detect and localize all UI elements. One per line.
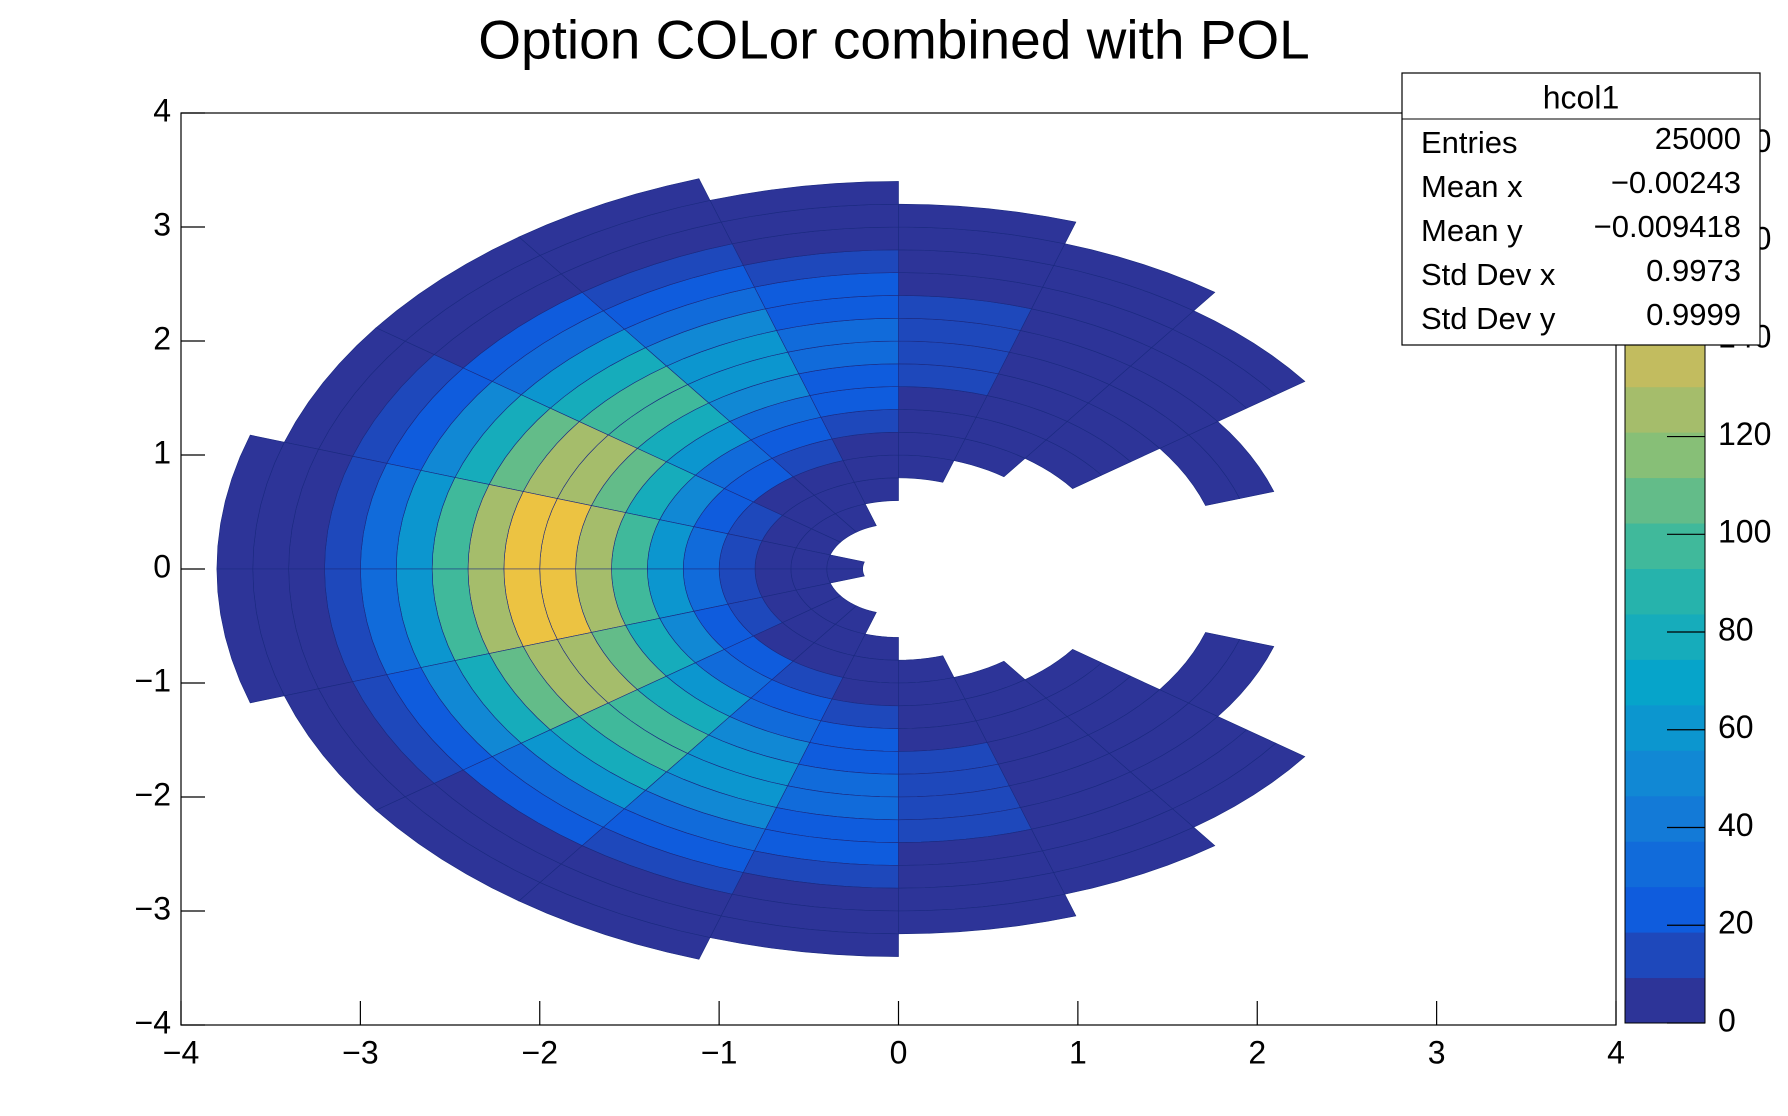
z-tick-label: 40 bbox=[1718, 807, 1754, 843]
stats-box bbox=[1401, 72, 1761, 346]
z-tick-label: 0 bbox=[1718, 1002, 1736, 1038]
y-tick-label: −4 bbox=[135, 1004, 171, 1040]
palette-band bbox=[1625, 795, 1705, 842]
x-tick-label: 1 bbox=[1069, 1034, 1087, 1070]
x-tick-label: 0 bbox=[890, 1034, 908, 1070]
stats-title: hcol1 bbox=[1543, 79, 1620, 115]
z-tick-label: 100 bbox=[1718, 514, 1771, 550]
palette-band bbox=[1625, 523, 1705, 569]
stats-value: −0.009418 bbox=[1594, 209, 1741, 244]
palette-band bbox=[1625, 932, 1705, 979]
stats-value: 0.9999 bbox=[1646, 297, 1741, 332]
y-tick-label: 1 bbox=[153, 434, 171, 470]
y-tick-label: 3 bbox=[153, 206, 171, 242]
stats-value: −0.00243 bbox=[1611, 165, 1741, 200]
y-tick-label: 4 bbox=[153, 92, 171, 128]
x-tick-label: −4 bbox=[163, 1034, 199, 1070]
palette-band bbox=[1625, 977, 1705, 1024]
z-tick-label: 120 bbox=[1718, 416, 1771, 452]
x-tick-label: −2 bbox=[522, 1034, 558, 1070]
stats-label: Mean x bbox=[1421, 169, 1523, 204]
palette-band bbox=[1625, 477, 1705, 524]
z-tick-label: 60 bbox=[1718, 709, 1754, 745]
y-tick-label: −3 bbox=[135, 890, 171, 926]
stats-label: Std Dev x bbox=[1421, 257, 1556, 292]
x-tick-label: −1 bbox=[701, 1034, 737, 1070]
y-tick-label: −1 bbox=[135, 662, 171, 698]
palette-band bbox=[1625, 704, 1705, 751]
chart-title: Option COLor combined with POL bbox=[478, 9, 1310, 71]
palette-band bbox=[1625, 386, 1705, 433]
bin bbox=[1188, 639, 1275, 717]
stats-label: Mean y bbox=[1421, 213, 1523, 248]
x-tick-label: −3 bbox=[342, 1034, 378, 1070]
y-tick-label: 2 bbox=[153, 320, 171, 356]
stats-value: 25000 bbox=[1655, 121, 1741, 156]
x-tick-label: 4 bbox=[1607, 1034, 1625, 1070]
palette-band bbox=[1625, 750, 1705, 797]
y-tick-label: 0 bbox=[153, 548, 171, 584]
x-tick-label: 2 bbox=[1248, 1034, 1266, 1070]
stats-value: 0.9973 bbox=[1646, 253, 1741, 288]
palette-band bbox=[1625, 659, 1705, 706]
bins bbox=[216, 178, 1306, 960]
palette-band bbox=[1625, 613, 1705, 660]
z-tick-label: 20 bbox=[1718, 905, 1754, 941]
palette-band bbox=[1625, 568, 1705, 615]
palette-band bbox=[1625, 341, 1705, 388]
palette-band bbox=[1625, 841, 1705, 888]
stats-label: Std Dev y bbox=[1421, 301, 1556, 336]
z-tick-label: 80 bbox=[1718, 611, 1754, 647]
bin bbox=[1172, 742, 1306, 828]
stats-label: Entries bbox=[1421, 125, 1517, 160]
palette-band bbox=[1625, 432, 1705, 479]
y-tick-label: −2 bbox=[135, 776, 171, 812]
x-tick-label: 3 bbox=[1428, 1034, 1446, 1070]
